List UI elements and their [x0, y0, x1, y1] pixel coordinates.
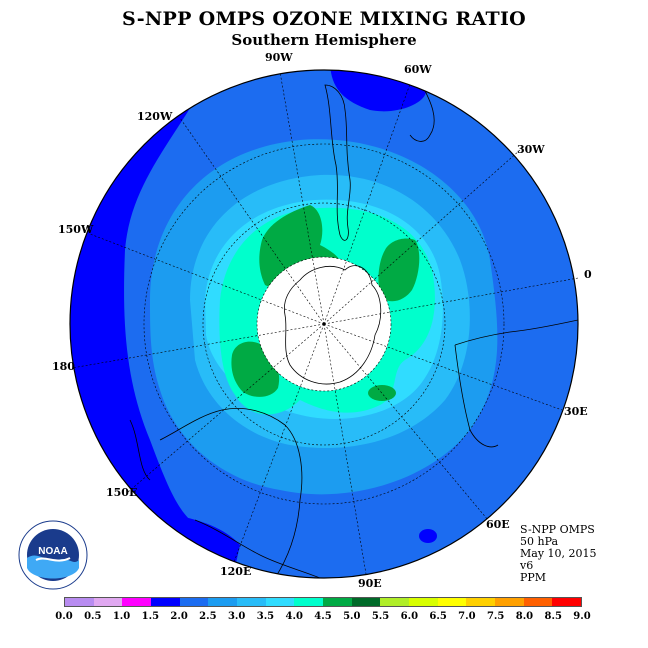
south-america-coast — [324, 84, 351, 241]
lon-label-120e: 120E — [220, 565, 252, 578]
colorbar-tick-label: 1.0 — [112, 611, 131, 622]
colorbar-tick-label: 6.0 — [400, 611, 419, 622]
lon-label-60w: 60W — [404, 63, 432, 76]
colorbar-tick-label: 9.0 — [573, 611, 591, 622]
colorbar-tick-label: 8.0 — [515, 611, 534, 622]
colorbar-tick-label: 0.5 — [84, 611, 102, 622]
colorbar-swatch — [437, 598, 467, 606]
colorbar-swatch — [351, 598, 381, 606]
info-instrument: S-NPP OMPS — [520, 523, 595, 536]
south-pole-marker — [322, 322, 326, 326]
lon-label-90w: 90W — [265, 51, 293, 64]
lon-label-30e: 30E — [564, 405, 588, 418]
info-units: PPM — [520, 571, 547, 584]
africa-coast-north — [409, 84, 435, 142]
madagascar-coast — [454, 344, 499, 448]
colorbar-tick-label: 2.0 — [170, 611, 188, 622]
lon-label-120w: 120W — [137, 110, 173, 123]
colorbar-tick-label: 4.0 — [285, 611, 303, 622]
latitude-grid — [143, 143, 505, 505]
lon-label-180: 180 — [52, 360, 75, 373]
colorbar-swatch — [466, 598, 496, 606]
colorbar-tick-label: 3.5 — [256, 611, 275, 622]
colorbar-swatch — [122, 598, 152, 606]
colorbar-swatch — [294, 598, 324, 606]
indonesia-coast — [194, 519, 321, 578]
map-subtitle: Southern Hemisphere — [231, 31, 417, 49]
green-spot — [368, 385, 396, 401]
colorbar-tick-label: 3.0 — [227, 611, 246, 622]
colorbar-tick-label: 4.5 — [314, 611, 332, 622]
lon-label-0: 0 — [584, 268, 592, 281]
colorbar-swatch — [65, 598, 94, 606]
colorbar-swatch — [323, 598, 352, 606]
colorbar-tick-label: 0.0 — [55, 611, 73, 622]
lon-label-90e: 90E — [358, 577, 382, 590]
lon-label-150e: 150E — [106, 486, 138, 499]
colorbar-swatch — [151, 598, 180, 606]
lon-label-30w: 30W — [517, 143, 545, 156]
svg-text:NOAA: NOAA — [38, 546, 67, 557]
map-title: S-NPP OMPS OZONE MIXING RATIO — [121, 8, 527, 30]
colorbar-tick-label: 8.5 — [544, 611, 562, 622]
colorbar-swatch — [495, 598, 524, 606]
colorbar-tick-label: 7.5 — [486, 611, 505, 622]
info-date: May 10, 2015 — [520, 547, 597, 560]
colorbar-swatch — [409, 598, 438, 606]
colorbar-swatch — [93, 598, 123, 606]
colorbar-tick-label: 2.5 — [199, 611, 217, 622]
colorbar-tick-label: 5.0 — [343, 611, 361, 622]
info-block: S-NPP OMPS 50 hPa May 10, 2015 v6 PPM — [520, 524, 597, 584]
colorbar-swatch — [265, 598, 295, 606]
info-level: 50 hPa — [520, 535, 559, 548]
colorbar-swatch — [179, 598, 209, 606]
colorbar-tick-label: 5.5 — [371, 611, 390, 622]
info-version: v6 — [520, 559, 534, 572]
colorbar-swatch — [523, 598, 553, 606]
noaa-logo: NOAA — [18, 520, 88, 590]
colorbar-tick-label: 1.5 — [141, 611, 160, 622]
colorbar-tick-label: 7.0 — [458, 611, 476, 622]
colorbar-swatch — [552, 598, 582, 606]
colorbar — [64, 597, 582, 607]
colorbar-swatch — [380, 598, 410, 606]
green-region-east — [378, 238, 420, 302]
australia-coast — [159, 407, 303, 578]
colorbar-swatch — [237, 598, 266, 606]
antarctica-coast — [283, 265, 382, 385]
colorbar-swatch — [208, 598, 238, 606]
map-border — [69, 69, 579, 579]
longitude-grid — [71, 71, 579, 575]
lon-label-60e: 60E — [486, 518, 510, 531]
colorbar-tick-label: 6.5 — [429, 611, 447, 622]
lon-label-150w: 150W — [58, 223, 94, 236]
africa-coast — [454, 319, 578, 346]
new-zealand-coast — [129, 419, 151, 481]
deep-blue-spot — [419, 529, 437, 543]
